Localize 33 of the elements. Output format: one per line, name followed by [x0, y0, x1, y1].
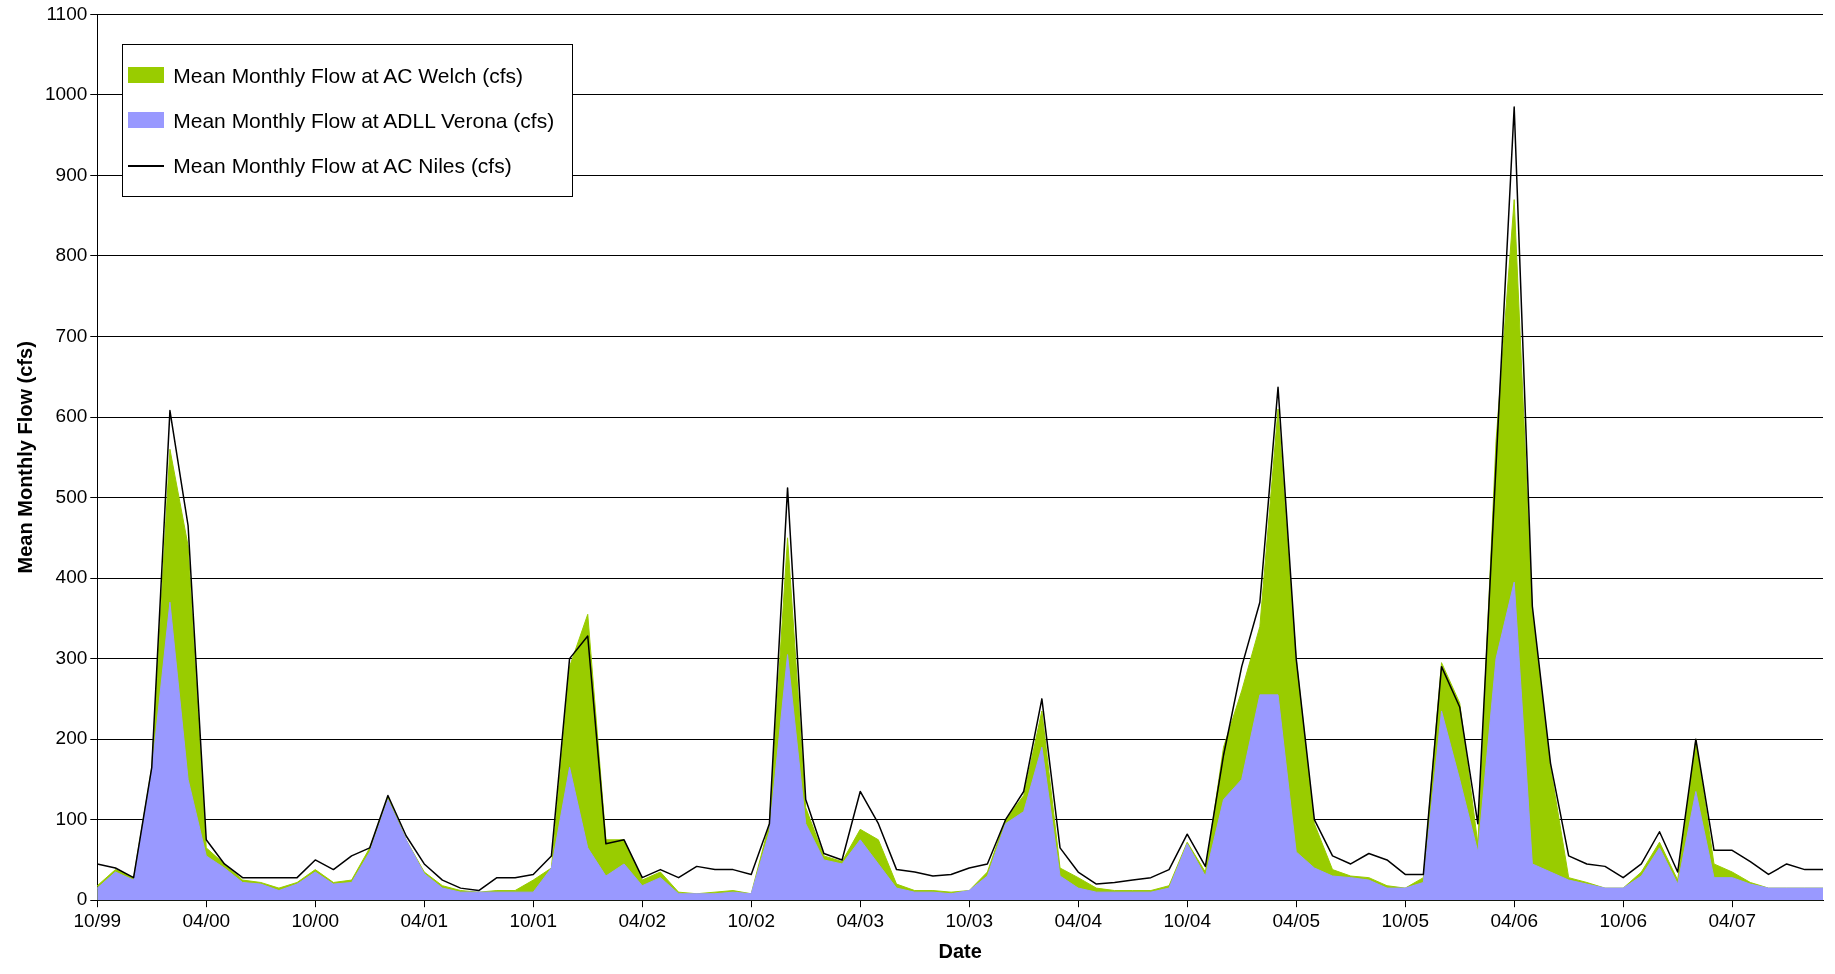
x-tick-label: 04/06 [1490, 909, 1538, 931]
x-tick-label: 04/07 [1708, 909, 1756, 931]
legend-label: Mean Monthly Flow at ADLL Verona (cfs) [173, 108, 555, 135]
x-tick-label: 04/00 [182, 909, 231, 931]
x-tick-label: 10/00 [291, 909, 340, 931]
x-tick-label: 10/03 [945, 909, 993, 931]
y-tick-label: 800 [55, 244, 88, 266]
y-tick-label: 600 [55, 405, 88, 427]
y-tick-label: 200 [55, 727, 88, 749]
x-tick-label: 10/04 [1163, 909, 1212, 931]
y-tick-label: 0 [76, 888, 88, 910]
y-tick-label: 700 [55, 324, 88, 346]
x-tick-label: 10/02 [727, 909, 775, 931]
y-tick-label: 300 [55, 646, 88, 668]
x-tick-label: 10/99 [73, 909, 122, 931]
y-tick-label: 900 [55, 163, 88, 185]
y-tick-label: 500 [55, 485, 88, 507]
y-tick-label: 400 [55, 566, 88, 588]
x-tick-label: 04/05 [1272, 909, 1320, 931]
x-axis-title: Date [938, 939, 982, 962]
legend-label: Mean Monthly Flow at AC Welch (cfs) [173, 63, 524, 90]
y-tick-label: 100 [55, 807, 88, 829]
y-tick-label: 1000 [44, 83, 88, 105]
y-tick-label: 1100 [46, 2, 88, 24]
x-tick-label: 04/01 [400, 909, 449, 931]
x-tick-label: 10/01 [509, 909, 558, 931]
y-axis-title: Mean Monthly Flow (cfs) [13, 341, 36, 574]
x-tick-label: 10/06 [1599, 909, 1647, 931]
legend-label: Mean Monthly Flow at AC Niles (cfs) [173, 153, 513, 180]
x-tick-label: 04/02 [618, 909, 667, 931]
x-tick-label: 10/05 [1381, 909, 1429, 931]
x-tick-label: 04/03 [836, 909, 884, 931]
x-tick-label: 04/04 [1054, 909, 1103, 931]
